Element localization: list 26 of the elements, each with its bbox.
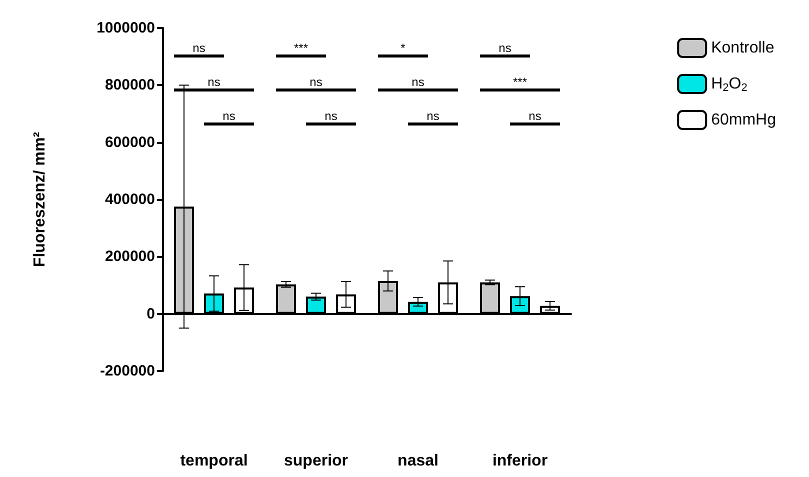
annotation: ns	[412, 75, 424, 89]
y-tick-label: 800000	[104, 76, 155, 94]
y-tick-label: 600000	[104, 134, 155, 151]
annotation: ***	[512, 75, 528, 89]
legend-label: Kontrolle	[711, 40, 774, 56]
y-tick-label: 1000000	[96, 20, 155, 36]
x-tick-label: nasal	[398, 452, 438, 470]
annotation: ns	[222, 109, 236, 123]
annotation: ns	[192, 41, 206, 55]
y-tick-label: -200000	[100, 362, 155, 380]
y-tick-label: 200000	[104, 248, 155, 266]
annotation: *	[400, 41, 406, 55]
annotation: ns	[426, 109, 440, 123]
annotation: ***	[294, 41, 308, 55]
x-tick-label: superior	[284, 452, 348, 470]
annotation: ns	[208, 75, 220, 89]
y-axis-title: Fluoreszenz/ mm²	[32, 132, 48, 268]
annotation: ns	[498, 41, 512, 55]
x-tick-label: inferior	[492, 452, 548, 470]
legend-label: 60mmHg	[711, 112, 776, 128]
annotation: ns	[310, 75, 322, 89]
y-tick-label: 0	[146, 305, 155, 322]
annotation: ns	[324, 109, 338, 123]
y-tick-label: 400000	[104, 191, 155, 208]
annotation: ns	[528, 109, 542, 123]
x-tick-label: temporal	[180, 452, 248, 470]
